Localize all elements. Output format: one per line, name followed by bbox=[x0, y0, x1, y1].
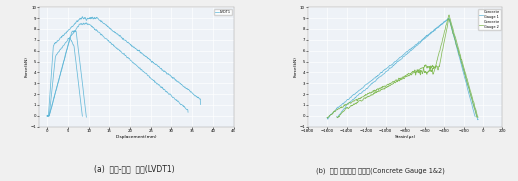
Y-axis label: Force(kN): Force(kN) bbox=[294, 56, 298, 77]
Text: (a)  하중-변위  곡선(LVDT1): (a) 하중-변위 곡선(LVDT1) bbox=[94, 165, 175, 174]
Text: (b)  상단 콘크리트 변형률(Concrete Gauge 1&2): (b) 상단 콘크리트 변형률(Concrete Gauge 1&2) bbox=[316, 167, 445, 174]
Y-axis label: Force(kN): Force(kN) bbox=[25, 56, 29, 77]
X-axis label: Strain(με): Strain(με) bbox=[394, 135, 416, 139]
Legend: Concrete
Gauge 1, Concrete
Gauge 2: Concrete Gauge 1, Concrete Gauge 2 bbox=[478, 9, 501, 30]
Legend: LVDT1: LVDT1 bbox=[214, 9, 232, 15]
X-axis label: Displacement(mm): Displacement(mm) bbox=[116, 135, 157, 139]
